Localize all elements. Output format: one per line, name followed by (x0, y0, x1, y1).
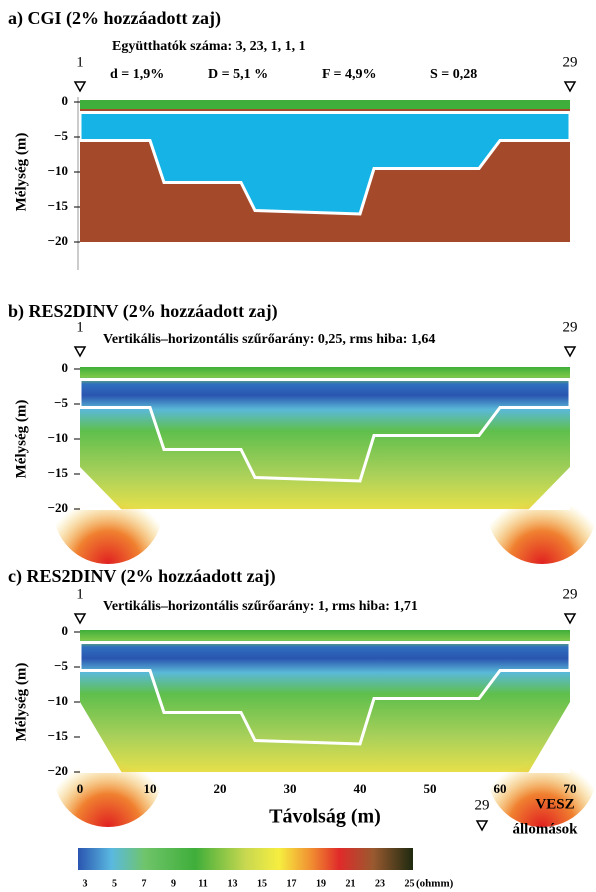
stat: F = 4,9% (322, 67, 377, 82)
target-outline (78, 641, 572, 746)
station-number: 29 (563, 319, 578, 335)
blank-corner (80, 467, 122, 510)
colorbar-tick: 25 (405, 878, 415, 889)
x-tick-label: 0 (77, 781, 84, 796)
y-tick-label: −15 (48, 465, 69, 480)
blank-corner (528, 467, 570, 510)
x-tick-label: 20 (214, 781, 227, 796)
panel-subtitle: Vertikális–horizontális szűrőarány: 1, r… (103, 599, 418, 614)
x-tick-label: 60 (494, 781, 507, 796)
legend-label: állomások (512, 821, 578, 837)
panel-subtitle: Együtthatók száma: 3, 23, 1, 1, 1 (112, 39, 306, 54)
y-tick-label: −20 (48, 763, 68, 778)
colorbar-unit: (ohmm) (416, 878, 454, 890)
x-tick-label: 10 (144, 781, 157, 796)
colorbar-tick: 23 (375, 878, 385, 889)
x-axis-label: Távolság (m) (269, 806, 381, 828)
panel-title: b) RES2DINV (2% hozzáadott zaj) (8, 301, 278, 322)
blank-corner (80, 702, 122, 773)
station-number: 1 (76, 319, 84, 335)
y-tick-label: 0 (62, 623, 69, 638)
station-number: 29 (563, 54, 578, 70)
station-marker (73, 346, 87, 358)
station-marker (475, 820, 489, 832)
y-axis-label: Mélység (m) (13, 133, 29, 212)
x-tick-label: 30 (284, 781, 297, 796)
colorbar (78, 848, 413, 870)
model-fill (80, 112, 570, 214)
colorbar-tick: 3 (83, 878, 88, 889)
station-marker (73, 613, 87, 625)
colorbar-tick: 21 (346, 878, 356, 889)
target-outline (78, 378, 572, 483)
y-tick-label: 0 (62, 93, 69, 108)
colorbar-tick: 13 (228, 878, 238, 889)
stat: d = 1,9% (110, 67, 164, 82)
colorbar-tick: 11 (198, 878, 207, 889)
y-axis-label: Mélység (m) (13, 400, 29, 479)
station-marker (563, 346, 577, 358)
station-number: 1 (76, 54, 84, 70)
legend-label: VESZ (535, 796, 574, 812)
panel-title: c) RES2DINV (2% hozzáadott zaj) (8, 566, 276, 587)
station-marker (563, 81, 577, 93)
colorbar-tick: 5 (112, 878, 117, 889)
y-tick-label: −10 (48, 693, 68, 708)
stat: D = 5,1 % (208, 67, 268, 82)
y-tick-label: −10 (48, 430, 68, 445)
y-tick-label: −15 (48, 198, 69, 213)
station-number: 1 (76, 586, 84, 602)
colorbar-tick: 15 (257, 878, 267, 889)
station-marker (73, 81, 87, 93)
x-tick-label: 70 (564, 781, 577, 796)
panel-subtitle: Vertikális–horizontális szűrőarány: 0,25… (103, 332, 435, 347)
colorbar-tick: 7 (142, 878, 147, 889)
x-tick-label: 40 (354, 781, 367, 796)
colorbar-tick: 9 (171, 878, 176, 889)
colorbar-tick: 17 (287, 878, 297, 889)
y-tick-label: −20 (48, 233, 68, 248)
colorbar-tick: 19 (316, 878, 326, 889)
blank-corner (528, 702, 570, 773)
y-axis-label: Mélység (m) (13, 663, 29, 742)
y-tick-label: 0 (62, 360, 69, 375)
y-tick-label: −15 (48, 728, 69, 743)
target-outline (78, 111, 572, 216)
y-tick-label: −10 (48, 163, 68, 178)
x-tick-label: 50 (424, 781, 437, 796)
y-tick-label: −5 (54, 658, 68, 673)
legend-station: 29 (475, 797, 490, 813)
station-marker (563, 613, 577, 625)
y-tick-label: −5 (54, 128, 68, 143)
stat: S = 0,28 (430, 67, 477, 82)
station-number: 29 (563, 586, 578, 602)
panel-title: a) CGI (2% hozzáadott zaj) (8, 8, 221, 29)
model-fill (80, 100, 570, 109)
y-tick-label: −20 (48, 500, 68, 515)
y-tick-label: −5 (54, 395, 68, 410)
